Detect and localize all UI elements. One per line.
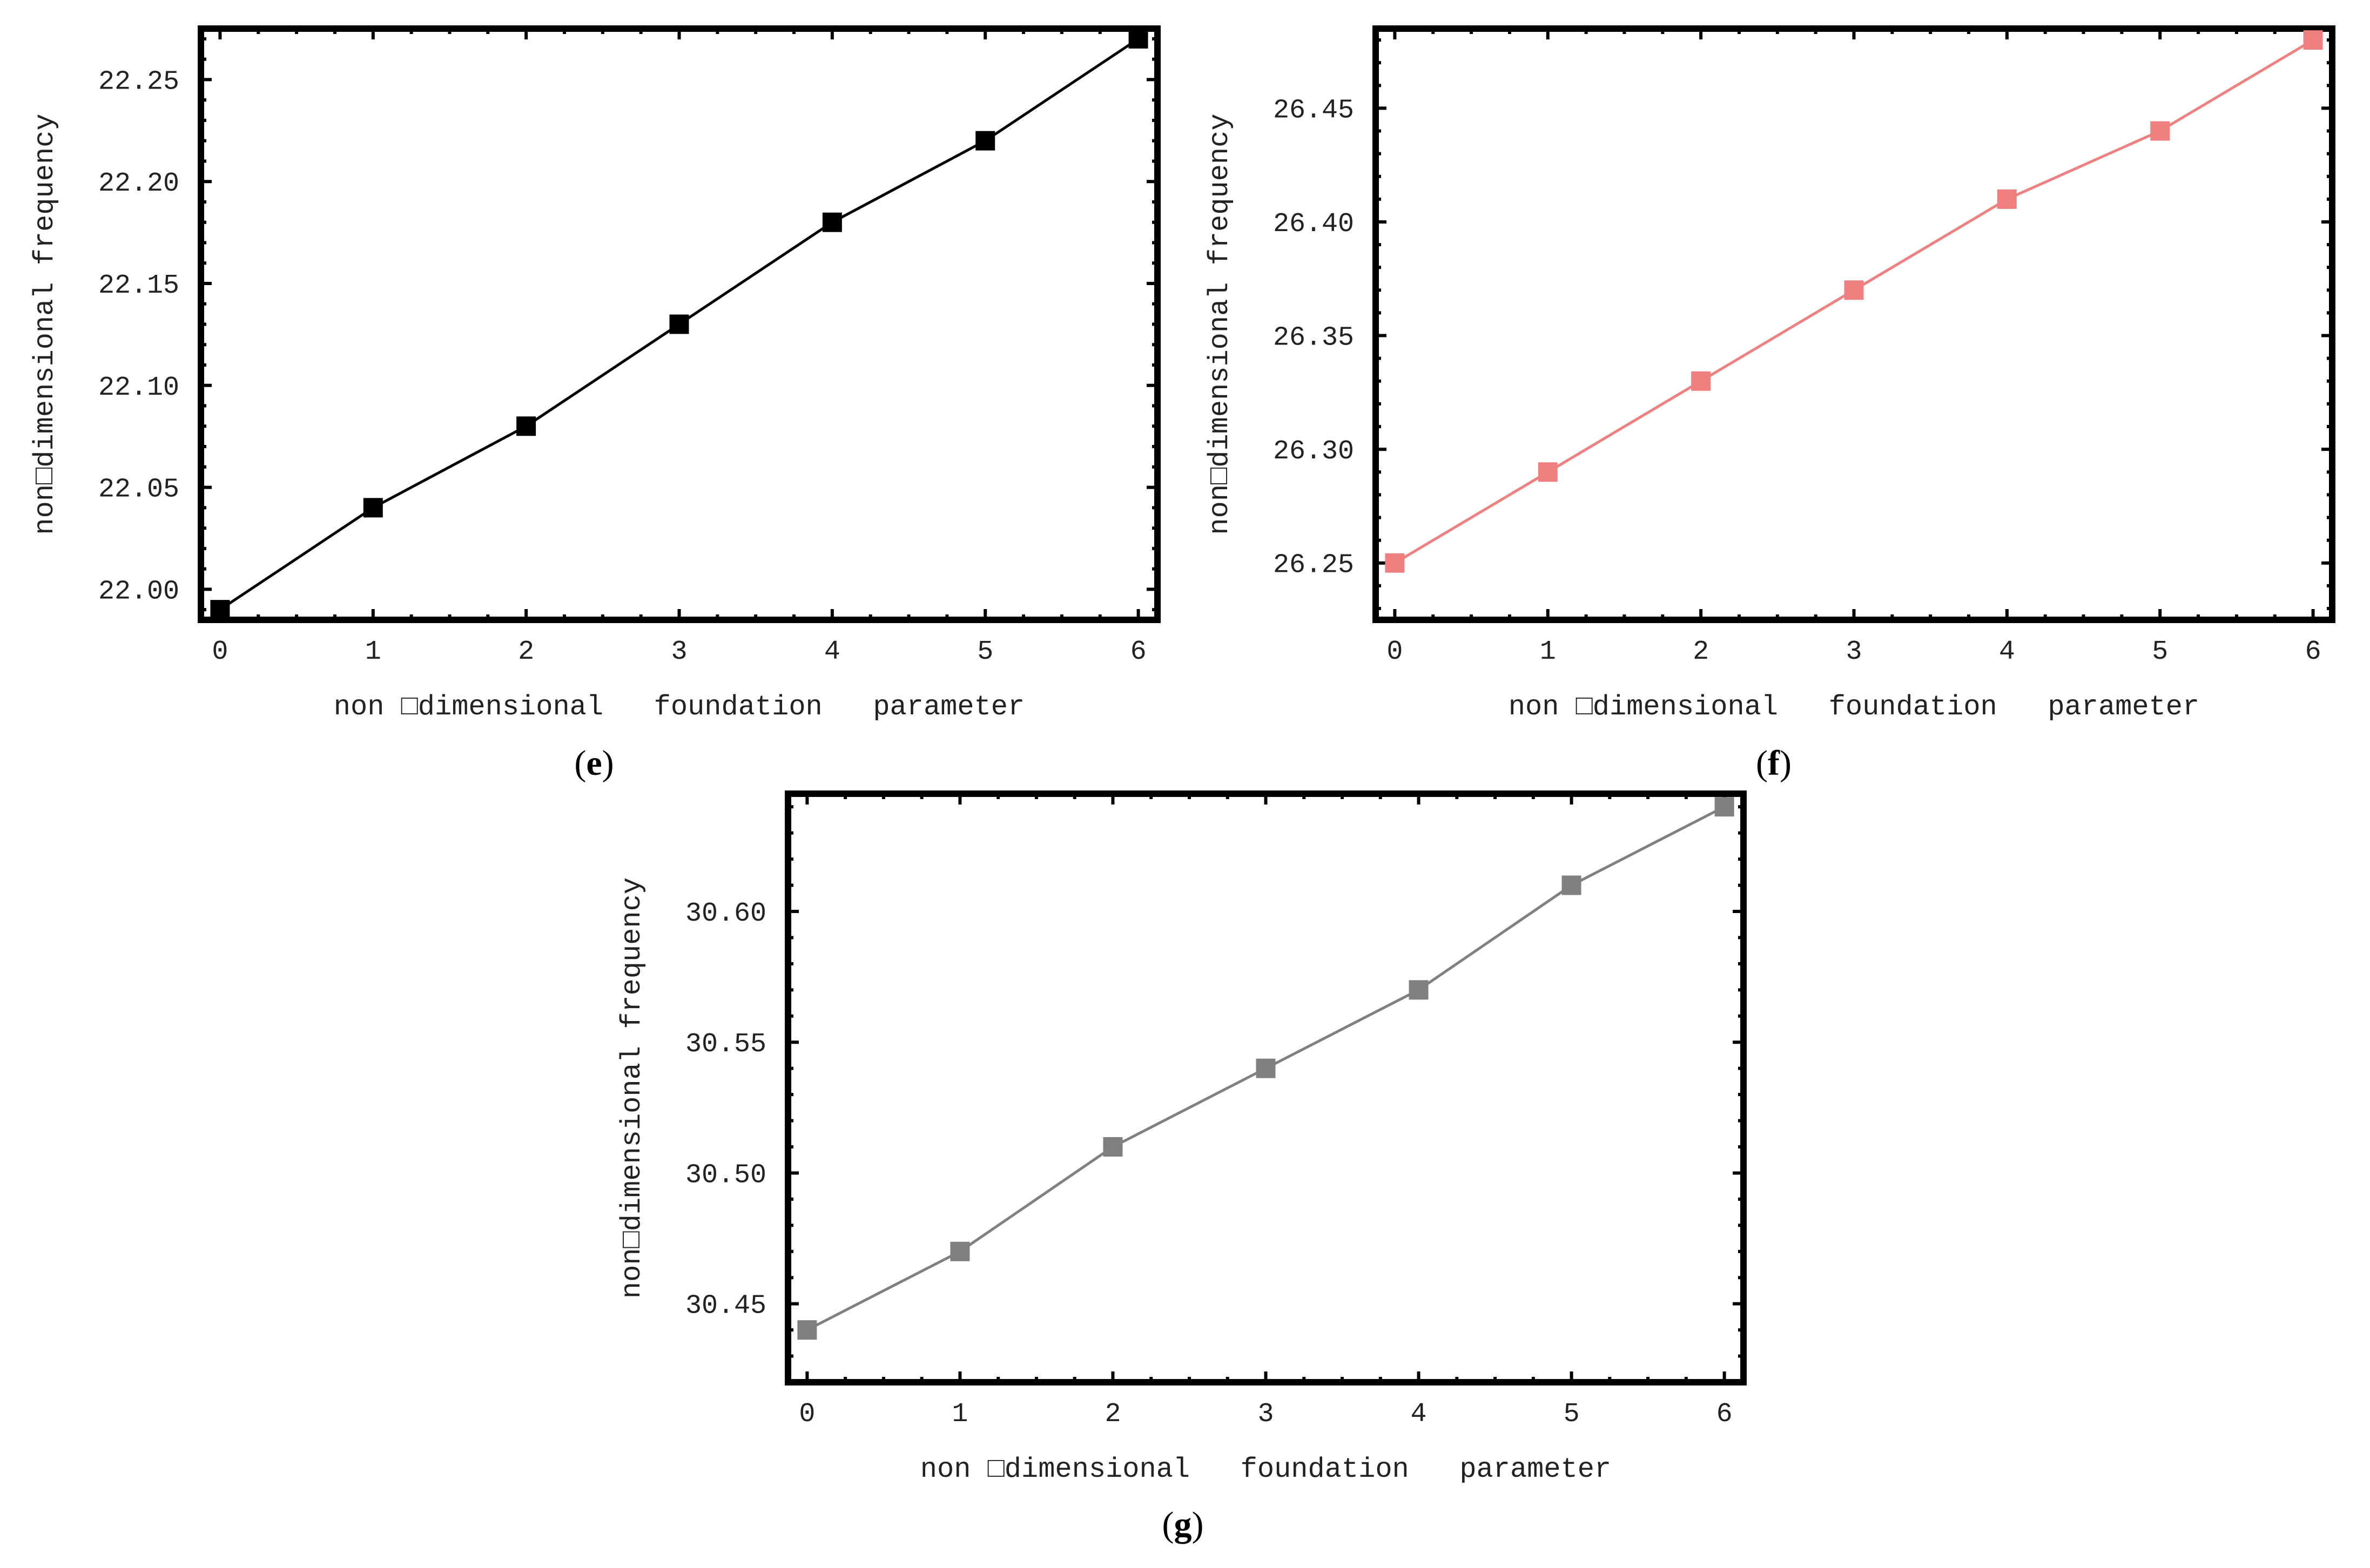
panel-f-plot-frame: [1372, 25, 2335, 623]
panel-e-x-tick-label: 1: [365, 637, 381, 667]
panel-f-x-tick-label: 1: [1540, 637, 1556, 667]
panel-e-data-point: [363, 498, 383, 518]
panel-g-y-tick-label: 30.55: [685, 1029, 766, 1060]
panel-f-y-tick-label: 26.40: [1273, 209, 1354, 240]
panel-e-data-point: [822, 212, 842, 232]
panel-e-y-tick-label: 22.15: [98, 271, 179, 301]
panel-g-plot-frame: [785, 790, 1747, 1385]
panel-f-x-tick-label: 0: [1386, 637, 1403, 667]
panel-f-data-point: [2150, 121, 2170, 141]
panel-e-x-tick-label: 0: [212, 637, 228, 667]
panel-g-y-axis-title: non□dimensional frequency: [616, 877, 648, 1299]
panel-e-data-point: [210, 600, 230, 620]
panel-f-y-tick-label: 26.25: [1273, 550, 1354, 581]
panel-f-x-tick-label: 5: [2152, 637, 2168, 667]
panel-e-data-point: [1128, 29, 1148, 49]
panel-g-x-tick-label: 2: [1105, 1399, 1121, 1430]
panel-f-data-point: [1538, 462, 1558, 482]
panel-e-data-point: [975, 131, 995, 151]
panel-e-x-tick-label: 2: [518, 637, 534, 667]
panel-e-data-point: [669, 314, 689, 334]
panel-g-x-tick-label: 3: [1257, 1399, 1274, 1430]
panel-e-x-tick-label: 4: [824, 637, 840, 667]
chart-panel-g: 0 1 2 3 4 5 6 30.45 30.50 30.55 30.60 non □dimensio…: [616, 790, 1747, 1485]
panel-f-x-tick-label: 3: [1846, 637, 1862, 667]
panel-g-data-point: [1561, 875, 1581, 895]
panel-f-x-axis-title: non □dimensional foundation parameter: [1509, 691, 2199, 723]
panel-f-y-tick-label: 26.35: [1273, 323, 1354, 354]
panel-f-y-tick-label: 26.30: [1273, 436, 1354, 467]
panel-e-y-tick-label: 22.25: [98, 66, 179, 97]
panel-g-x-tick-label: 4: [1411, 1399, 1427, 1430]
panel-e-plot-frame: [198, 25, 1161, 623]
panel-g-data-point: [1103, 1137, 1123, 1157]
panel-g-y-tick-label: 30.50: [685, 1160, 766, 1191]
panel-e-y-tick-label: 22.05: [98, 475, 179, 505]
panel-f-x-tick-label: 2: [1693, 637, 1709, 667]
panel-g-x-axis-title: non □dimensional foundation parameter: [920, 1454, 1611, 1485]
panel-g-data-point: [797, 1320, 817, 1340]
panel-g-data-point: [1256, 1058, 1276, 1078]
panel-e-x-tick-label: 5: [977, 637, 993, 667]
chart-panel-e: 0 1 2 3 4 5 6 22.00 22.05 22.10 22.15 22.20 22.25 non…: [29, 25, 1161, 723]
panel-label-g: (g): [1162, 1505, 1204, 1544]
panel-e-x-tick-label: 6: [1130, 637, 1147, 667]
panel-f-data-point: [1691, 371, 1711, 391]
panel-g-y-tick-label: 30.45: [685, 1291, 766, 1322]
panel-g-x-tick-label: 0: [799, 1399, 815, 1430]
panel-g-x-tick-label: 5: [1564, 1399, 1580, 1430]
panel-label-e: (e): [574, 744, 614, 783]
panel-g-data-point: [950, 1241, 970, 1261]
panel-e-y-tick-label: 22.10: [98, 373, 179, 403]
panel-e-x-axis-title: non □dimensional foundation parameter: [334, 691, 1025, 723]
panel-g-x-tick-label: 1: [952, 1399, 968, 1430]
panel-f-x-tick-label: 6: [2305, 637, 2321, 667]
panel-e-data-point: [516, 416, 536, 436]
chart-panel-f: 0 1 2 3 4 5 6 26.25 26.30 26.35 26.40 26.45 non □dim…: [1204, 25, 2335, 723]
panel-g-x-tick-label: 6: [1716, 1399, 1733, 1430]
panel-label-f: (f): [1756, 744, 1792, 783]
panel-f-y-axis-title: non□dimensional frequency: [1204, 113, 1236, 535]
panel-e-y-axis-title: non□dimensional frequency: [29, 113, 61, 535]
panel-f-data-point: [1997, 189, 2017, 209]
panel-g-data-point: [1409, 980, 1429, 1000]
panel-f-x-tick-label: 4: [1999, 637, 2015, 667]
panel-g-y-tick-label: 30.60: [685, 898, 766, 929]
panel-f-data-point: [2303, 30, 2323, 50]
panel-e-y-tick-label: 22.00: [98, 576, 179, 607]
panel-g-data-point: [1714, 797, 1734, 817]
panel-e-y-tick-label: 22.20: [98, 168, 179, 199]
panel-f-series-line: [1394, 38, 2314, 564]
panel-f-y-tick-label: 26.45: [1273, 95, 1354, 126]
panel-e-x-tick-label: 3: [671, 637, 687, 667]
panel-f-data-point: [1844, 280, 1864, 300]
panel-f-data-point: [1385, 553, 1405, 573]
